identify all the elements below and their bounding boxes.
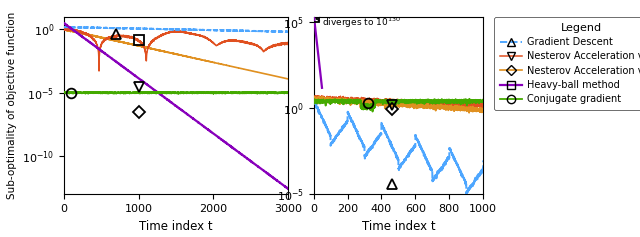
Legend: Gradient Descent, Nesterov Acceleration ver 1, Nesterov Acceleration ver 2, Heav: Gradient Descent, Nesterov Acceleration … bbox=[495, 17, 640, 110]
Y-axis label: Sub-optimality of objective function: Sub-optimality of objective function bbox=[6, 12, 17, 199]
X-axis label: Time index t: Time index t bbox=[362, 220, 435, 233]
X-axis label: Time index t: Time index t bbox=[139, 220, 213, 233]
Text: diverges to $10^{130}$: diverges to $10^{130}$ bbox=[316, 15, 401, 30]
